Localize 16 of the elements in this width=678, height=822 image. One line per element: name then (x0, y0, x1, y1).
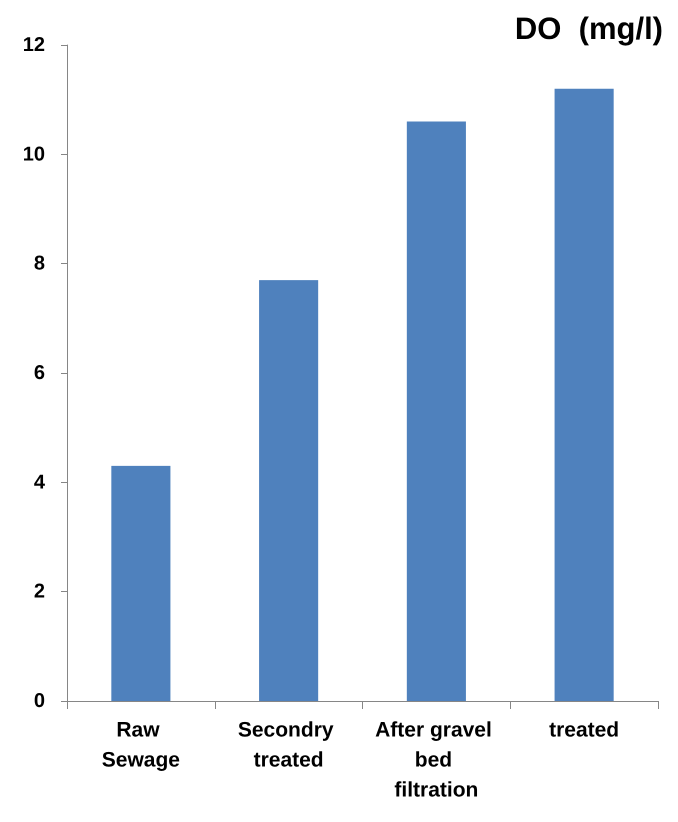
chart-title: DO (mg/l) (514, 11, 664, 46)
y-tick-label: 8 (34, 252, 45, 275)
x-tick-label: Secondry treated (238, 718, 340, 772)
y-tick-label: 4 (34, 471, 46, 494)
y-tick-label: 0 (34, 690, 45, 712)
y-tick-label: 12 (22, 34, 45, 56)
bar (111, 466, 170, 701)
x-tick-label: After gravel bed filtration (375, 718, 498, 802)
y-tick-label: 2 (34, 580, 45, 603)
y-tick-label: 10 (22, 143, 45, 166)
bar (406, 122, 466, 701)
y-tick-label: 6 (34, 362, 45, 384)
bar (259, 280, 318, 701)
x-tick-label: treated (549, 718, 620, 742)
bar (554, 88, 614, 701)
x-tick-label: Raw Sewage (102, 718, 180, 772)
